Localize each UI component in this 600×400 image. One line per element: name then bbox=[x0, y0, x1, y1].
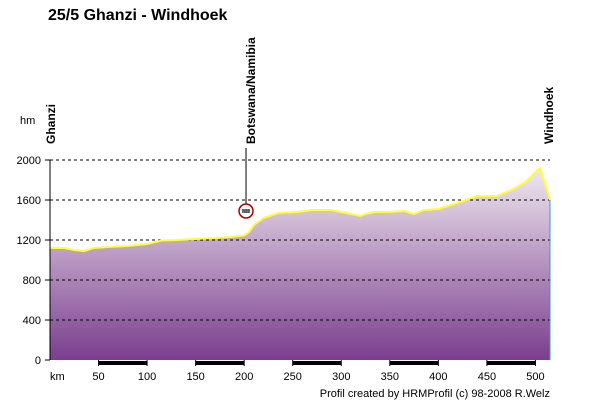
x-tick-label: 500 bbox=[526, 371, 544, 383]
x-tick-label: 250 bbox=[284, 371, 302, 383]
x-tick-label: 50 bbox=[92, 371, 104, 383]
x-axis-unit: km bbox=[50, 371, 65, 383]
y-tick-label: 1200 bbox=[17, 235, 41, 247]
y-tick-label: 0 bbox=[35, 355, 41, 367]
y-axis-unit: hm bbox=[20, 115, 35, 127]
x-tick-label: 400 bbox=[429, 371, 447, 383]
x-tick-label: 100 bbox=[138, 371, 156, 383]
y-tick-label: 400 bbox=[23, 315, 41, 327]
x-axis-scale-segment bbox=[292, 361, 342, 365]
y-tick-label: 2000 bbox=[17, 155, 41, 167]
x-tick-label: 150 bbox=[186, 371, 204, 383]
border-crossing-icon bbox=[238, 203, 254, 219]
border-icon-gate bbox=[242, 209, 251, 213]
x-axis-scale-segment bbox=[195, 361, 245, 365]
x-axis-scale-segment bbox=[98, 361, 148, 365]
y-tick-label: 800 bbox=[23, 275, 41, 287]
place-label-botswana-namibia: Botswana/Namibia bbox=[244, 37, 258, 144]
x-axis-scale-segment bbox=[486, 361, 536, 365]
chart-credit: Profil created by HRMProfil (c) 98-2008 … bbox=[320, 388, 550, 400]
y-tick-label: 1600 bbox=[17, 195, 41, 207]
x-tick-label: 450 bbox=[478, 371, 496, 383]
chart-title: 25/5 Ghanzi - Windhoek bbox=[48, 7, 228, 24]
x-axis-scale-segment bbox=[389, 361, 439, 365]
elevation-area bbox=[50, 168, 550, 360]
x-tick-label: 350 bbox=[381, 371, 399, 383]
x-tick-label: 200 bbox=[235, 371, 253, 383]
place-label-windhoek: Windhoek bbox=[542, 86, 556, 144]
elevation-line bbox=[50, 167, 551, 252]
place-label-ghanzi: Ghanzi bbox=[44, 104, 58, 144]
x-tick-label: 300 bbox=[332, 371, 350, 383]
